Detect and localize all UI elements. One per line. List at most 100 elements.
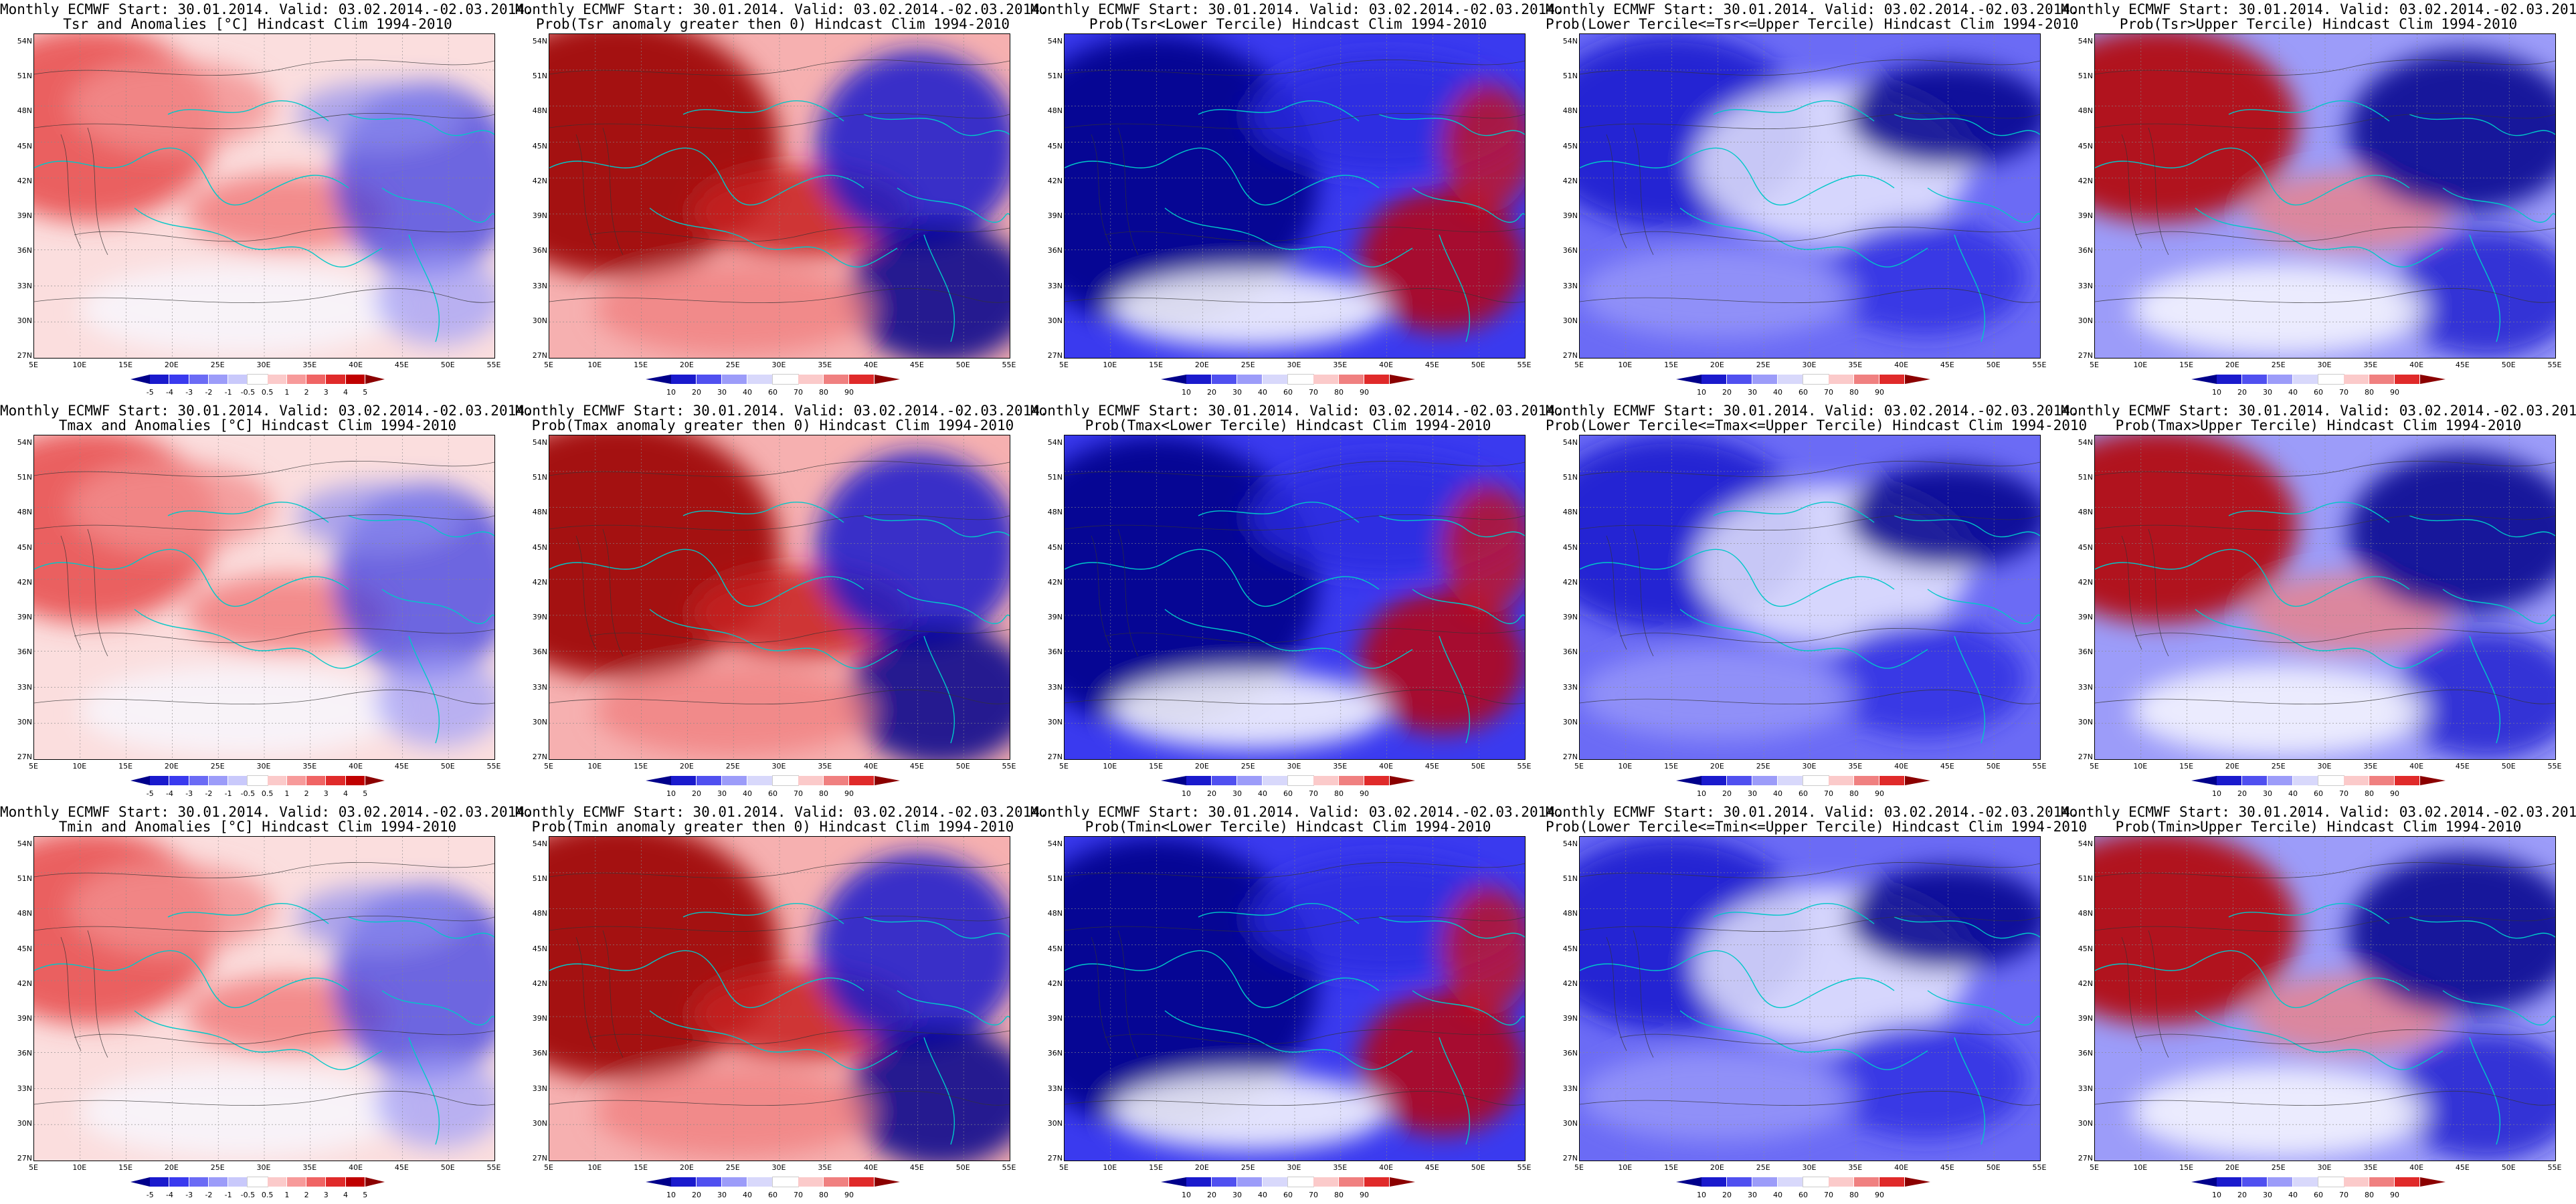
colorbar-label: 60 bbox=[768, 388, 777, 397]
latitude-label: 30N bbox=[17, 1118, 32, 1128]
longitude-label: 30E bbox=[256, 762, 271, 771]
longitude-label: 30E bbox=[1802, 1163, 1817, 1172]
contour-line bbox=[1065, 916, 1525, 932]
map-plot bbox=[1579, 836, 2041, 1161]
coastline bbox=[682, 501, 844, 523]
colorbar bbox=[1161, 1177, 1415, 1187]
contour-line bbox=[1580, 862, 2040, 879]
colorbar-segment bbox=[1803, 1177, 1829, 1187]
contour-line bbox=[60, 535, 82, 650]
panel-title-line2: Tsr and Anomalies [°C] Hindcast Clim 199… bbox=[63, 16, 452, 32]
colorbar-end-arrow bbox=[1905, 375, 1930, 384]
longitude-label: 20E bbox=[679, 1163, 694, 1172]
colorbar-segment bbox=[1778, 1177, 1803, 1187]
colorbar-segment bbox=[286, 1177, 307, 1187]
colorbar-end-arrow bbox=[365, 776, 385, 785]
shaded-region bbox=[375, 1057, 494, 1148]
coastline bbox=[408, 635, 440, 744]
coastline bbox=[1713, 902, 1875, 924]
colorbar-label: 30 bbox=[1748, 789, 1757, 798]
longitude-label: 5E bbox=[1059, 1163, 1069, 1172]
colorbar-segment bbox=[722, 776, 747, 785]
colorbar-label: 90 bbox=[2390, 388, 2399, 397]
colorbar-label: 20 bbox=[1722, 1191, 1732, 1199]
latitude-label: 33N bbox=[2078, 1084, 2093, 1093]
longitude-label: 30E bbox=[771, 361, 786, 369]
contour-line bbox=[34, 288, 494, 303]
longitude-label: 25E bbox=[2271, 762, 2286, 771]
latitude-label: 42N bbox=[1047, 577, 1063, 587]
colorbar-label: 0.5 bbox=[261, 388, 274, 397]
map-field bbox=[1580, 435, 2040, 759]
colorbar-end-arrow bbox=[1676, 1177, 1701, 1187]
colorbar-label: 70 bbox=[794, 789, 803, 798]
colorbar-end-arrow bbox=[1676, 776, 1701, 785]
colorbar-segment bbox=[2217, 1177, 2242, 1187]
colorbar-label: 40 bbox=[2288, 1191, 2298, 1199]
latitude-label: 54N bbox=[2078, 438, 2093, 447]
coastline bbox=[1198, 100, 1360, 122]
longitude-label: 50E bbox=[955, 361, 970, 369]
colorbar-segment bbox=[1313, 1177, 1339, 1187]
longitude-label: 40E bbox=[349, 762, 363, 771]
map-field bbox=[2095, 837, 2555, 1161]
contour-line bbox=[1104, 227, 1525, 242]
colorbar-segment bbox=[189, 776, 209, 785]
contour-line bbox=[575, 535, 597, 650]
colorbar-segment bbox=[772, 1177, 799, 1187]
longitude-label: 20E bbox=[164, 1163, 179, 1172]
shaded-region bbox=[848, 221, 1010, 358]
colorbar-segment bbox=[1186, 776, 1212, 785]
longitude-label: 10E bbox=[587, 1163, 602, 1172]
longitude-label: 55E bbox=[2032, 1163, 2047, 1172]
coastline bbox=[1198, 902, 1360, 924]
shaded-region bbox=[1580, 649, 1856, 740]
contour-line bbox=[2134, 628, 2555, 643]
colorbar-segment bbox=[671, 1177, 697, 1187]
longitude-label: 45E bbox=[394, 762, 409, 771]
colorbar-label: 70 bbox=[1824, 388, 1833, 397]
colorbar-segment bbox=[1752, 776, 1778, 785]
longitude-label: 15E bbox=[2179, 361, 2194, 369]
latitude-label: 42N bbox=[532, 979, 547, 988]
latitude-label: 33N bbox=[1047, 682, 1063, 692]
colorbar-end-arrow bbox=[1161, 375, 1186, 384]
map-plot bbox=[2094, 836, 2556, 1161]
shaded-region bbox=[2394, 1031, 2555, 1161]
shaded-region bbox=[80, 264, 403, 355]
latitude-label: 39N bbox=[532, 211, 547, 221]
coastline bbox=[34, 950, 349, 1009]
colorbar-segment bbox=[1752, 1177, 1778, 1187]
colorbar bbox=[2191, 374, 2446, 385]
panel-tmin-anomaly: Monthly ECMWF Start: 30.01.2014. Valid: … bbox=[0, 803, 533, 1204]
longitude-label: 40E bbox=[1379, 361, 1394, 369]
contour-line bbox=[2095, 862, 2555, 879]
coastline bbox=[2409, 114, 2555, 136]
latitude-label: 33N bbox=[532, 281, 547, 290]
colorbar-segment bbox=[1263, 1177, 1288, 1187]
longitude-label: 35E bbox=[2363, 361, 2378, 369]
latitude-label: 45N bbox=[1562, 141, 1578, 150]
coastline bbox=[549, 147, 864, 206]
coastline bbox=[863, 916, 1010, 939]
longitude-label: 25E bbox=[1240, 1163, 1255, 1172]
contour-line bbox=[74, 1029, 494, 1045]
colorbar-label: 90 bbox=[1360, 789, 1369, 798]
colorbar-label: 30 bbox=[2263, 789, 2272, 798]
coastline bbox=[897, 990, 1010, 1026]
panel-tmin-prob-lower: Monthly ECMWF Start: 30.01.2014. Valid: … bbox=[1030, 803, 1564, 1204]
contour-line bbox=[1580, 288, 2040, 303]
coastline bbox=[1679, 207, 1928, 268]
longitude-label: 30E bbox=[1287, 762, 1301, 771]
map-field bbox=[34, 435, 494, 759]
colorbar bbox=[130, 374, 385, 385]
latitude-label: 48N bbox=[1047, 909, 1063, 918]
colorbar-segment bbox=[1212, 776, 1237, 785]
colorbar bbox=[646, 1177, 900, 1187]
longitude-label: 40E bbox=[2409, 1163, 2424, 1172]
longitude-label: 5E bbox=[1574, 361, 1584, 369]
colorbar-segment bbox=[1339, 375, 1364, 384]
colorbar-segment bbox=[1829, 776, 1854, 785]
longitude-label: 10E bbox=[1618, 361, 1633, 369]
latitude-label: 36N bbox=[17, 1049, 32, 1058]
